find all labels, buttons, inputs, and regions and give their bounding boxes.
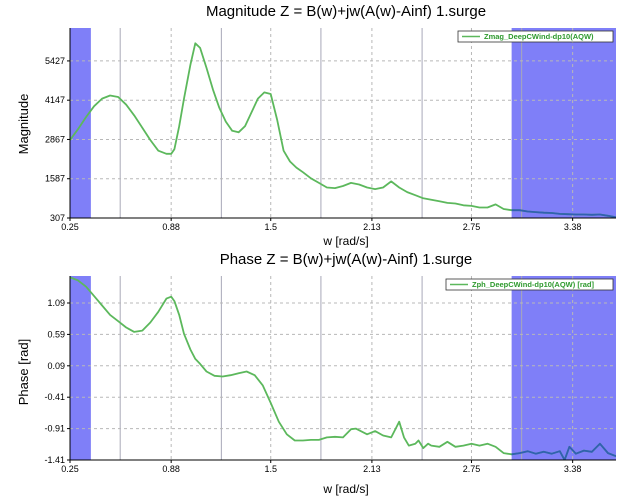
magnitude-chart: Magnitude Z = B(w)+jw(A(w)-Ainf) 1.surge… (16, 3, 616, 248)
phase-legend-label: Zph_DeepCWind-dp10(AQW) [rad] (472, 280, 595, 289)
magnitude-highlight-band-0 (70, 28, 91, 218)
magnitude-chart-title: Magnitude Z = B(w)+jw(A(w)-Ainf) 1.surge (206, 3, 486, 20)
magnitude-y-tick-label: 307 (50, 213, 65, 223)
phase-legend-box (445, 278, 614, 291)
magnitude-y-tick-label: 4147 (45, 95, 65, 105)
magnitude-x-tick-label: 0.88 (162, 222, 180, 232)
magnitude-y-tick-label: 2867 (45, 134, 65, 144)
magnitude-plot-area: 0.25 0.88 1.5 2.13 2.75 3.38 307 1587 2867 4147 54… (45, 28, 616, 232)
phase-chart-title: Phase Z = B(w)+jw(A(w)-Ainf) 1.surge (220, 251, 473, 268)
phase-plot-area: 0.25 0.88 1.5 2.13 2.75 3.38 -1.41 -0.91 -0.41 0.… (44, 276, 616, 474)
magnitude-legend-label: Zmag_DeepCWind-dp10(AQW) (484, 32, 594, 41)
phase-y-tick-label: 0.59 (47, 329, 65, 339)
phase-y-tick-label: -1.41 (44, 455, 65, 465)
magnitude-x-tick-label: 2.75 (463, 222, 481, 232)
magnitude-legend-box (457, 30, 614, 43)
magnitude-x-axis-label: w [rad/s] (322, 234, 368, 248)
phase-highlight-band-0 (70, 276, 91, 460)
phase-highlight-band-1 (511, 276, 616, 460)
magnitude-series-line-highlighted (511, 209, 616, 218)
phase-y-tick-label: -0.41 (44, 392, 65, 402)
phase-x-tick-label: 0.25 (61, 464, 79, 474)
phase-series-line-highlighted (511, 442, 616, 460)
phase-x-tick-label: 2.75 (463, 464, 481, 474)
magnitude-x-tick-label: 2.13 (363, 222, 381, 232)
phase-x-tick-label: 1.5 (264, 464, 277, 474)
magnitude-x-tick-label: 3.38 (564, 222, 582, 232)
phase-y-axis-label: Phase [rad] (16, 339, 31, 406)
phase-x-tick-label: 2.13 (363, 464, 381, 474)
phase-legend: Zph_DeepCWind-dp10(AQW) [rad] (445, 278, 614, 291)
magnitude-x-tick-label: 1.5 (264, 222, 277, 232)
phase-y-tick-label: -0.91 (44, 424, 65, 434)
magnitude-y-tick-label: 1587 (45, 174, 65, 184)
magnitude-y-axis-label: Magnitude (16, 94, 31, 155)
phase-x-tick-label: 3.38 (564, 464, 582, 474)
magnitude-legend: Zmag_DeepCWind-dp10(AQW) (457, 30, 614, 43)
magnitude-highlight-band-1 (511, 28, 616, 218)
magnitude-x-tick-label: 0.25 (61, 222, 79, 232)
phase-x-tick-label: 0.88 (162, 464, 180, 474)
magnitude-y-tick-label: 5427 (45, 56, 65, 66)
phase-y-tick-label: 0.09 (47, 361, 65, 371)
phase-y-tick-label: 1.09 (47, 298, 65, 308)
phase-x-axis-label: w [rad/s] (322, 482, 368, 496)
phase-chart: Phase Z = B(w)+jw(A(w)-Ainf) 1.surge Pha… (16, 251, 616, 496)
